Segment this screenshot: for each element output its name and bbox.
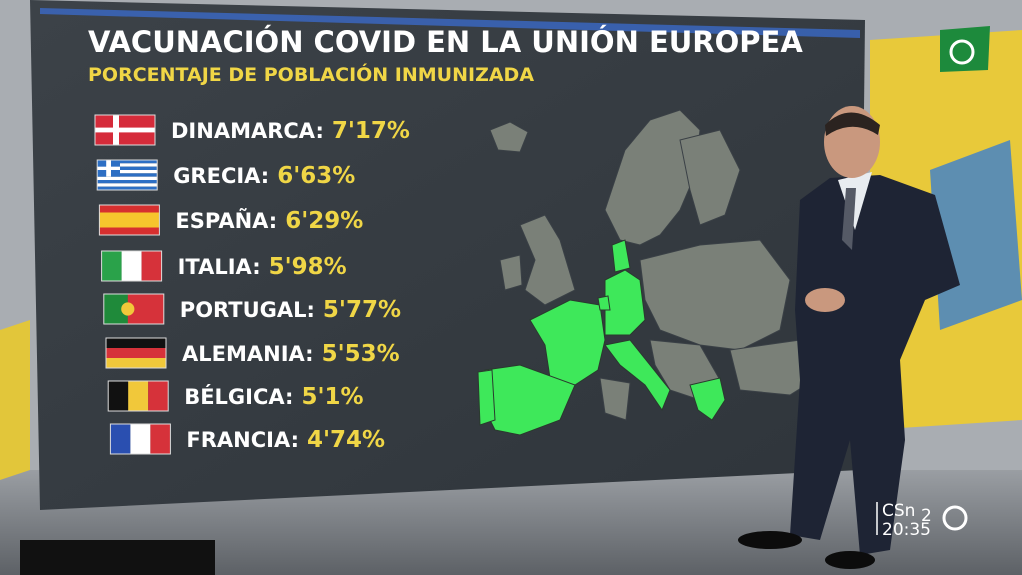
flag	[97, 160, 158, 190]
country-value: 5'77%	[323, 297, 401, 323]
presenter	[738, 106, 960, 569]
channel-number: 2	[921, 506, 932, 526]
country-value: 5'53%	[322, 341, 400, 367]
flag-part	[99, 212, 160, 228]
flag-part	[121, 302, 135, 316]
flag-part	[128, 381, 149, 411]
flag-part	[148, 381, 169, 411]
flag-part	[97, 166, 158, 170]
flag-part	[97, 160, 158, 164]
yellow-panel-left	[0, 320, 30, 480]
flag	[95, 115, 155, 145]
list-row: GRECIA: 6'63%	[96, 159, 355, 191]
flag-border	[98, 204, 160, 236]
list-row: ALEMANIA: 5'53%	[105, 337, 400, 369]
flag-part	[106, 358, 166, 368]
country-value: 6'63%	[277, 163, 355, 189]
country-name: GRECIA:	[173, 164, 269, 188]
flag	[101, 251, 162, 281]
flag-border	[105, 337, 167, 369]
logo-sun	[949, 39, 975, 65]
list-row: FRANCIA: 4'74%	[109, 423, 385, 455]
country-value: 4'74%	[307, 427, 385, 453]
list-row: DINAMARCA: 7'17%	[94, 114, 410, 146]
subtitle: PORCENTAJE DE POBLACIÓN INMUNIZADA	[88, 62, 534, 86]
country-name: DINAMARCA:	[171, 119, 324, 143]
highlighted-countries	[477, 239, 726, 436]
flag-border	[94, 114, 156, 146]
country-name: PORTUGAL:	[180, 298, 315, 322]
list-row: PORTUGAL: 5'77%	[103, 293, 401, 325]
flag-part	[101, 251, 122, 281]
channel-logo-top	[940, 26, 990, 72]
country-value: 6'29%	[285, 208, 363, 234]
flag-part	[150, 424, 171, 454]
country-value: 5'1%	[301, 384, 363, 410]
ranking-list: DINAMARCA: 7'17% GRECIA: 6'63%ESPAÑA: 6'29% I…	[94, 114, 410, 455]
screen-light	[40, 8, 860, 38]
list-row: BÉLGICA: 5'1%	[107, 380, 364, 412]
flag-part	[95, 127, 155, 133]
list-row: ITALIA: 5'98%	[101, 250, 347, 282]
flag-part	[97, 170, 158, 174]
flag	[99, 205, 160, 235]
flag-border	[103, 293, 165, 325]
flag-border	[101, 250, 163, 282]
list-row: ESPAÑA: 6'29%	[98, 204, 363, 236]
flag-part	[97, 173, 158, 177]
flag	[103, 294, 164, 324]
country-name: ITALIA:	[178, 255, 261, 279]
time: 20:35	[882, 520, 931, 540]
country-name: BÉLGICA:	[184, 384, 293, 409]
flag-part	[97, 163, 158, 167]
monitor	[20, 540, 215, 575]
flag-border	[107, 380, 169, 412]
country-name: ALEMANIA:	[182, 342, 314, 366]
flag-border	[96, 159, 158, 191]
flag-part	[106, 338, 166, 348]
country-name: FRANCIA:	[186, 428, 299, 452]
flag-part	[110, 424, 131, 454]
flag-part	[97, 176, 158, 180]
flag-part	[97, 186, 158, 190]
flag	[106, 338, 166, 368]
flag	[110, 424, 171, 454]
flag-part	[97, 180, 158, 184]
country-value: 7'17%	[332, 118, 410, 144]
flag-part	[97, 166, 120, 170]
country-value: 5'98%	[269, 254, 347, 280]
flag	[108, 381, 169, 411]
flag-part	[121, 251, 142, 281]
flag-part	[108, 381, 129, 411]
flag-part	[141, 251, 162, 281]
title: VACUNACIÓN COVID EN LA UNIÓN EUROPEA	[88, 25, 803, 59]
channel-name: CSn	[882, 501, 915, 521]
flag-border	[109, 423, 171, 455]
flag-part	[130, 424, 151, 454]
flag-part	[97, 183, 158, 187]
logo-sun-bottom	[942, 505, 968, 531]
country-name: ESPAÑA:	[175, 208, 277, 233]
flag-part	[106, 348, 166, 358]
